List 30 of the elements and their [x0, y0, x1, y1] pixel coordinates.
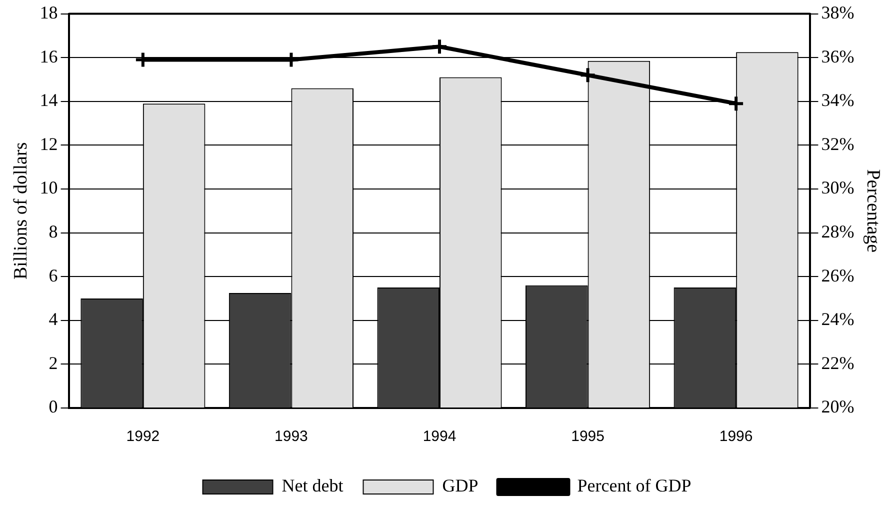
y2-tick-label: 34%: [821, 90, 854, 110]
legend-label: GDP: [442, 476, 478, 496]
x-tick-label: 1995: [571, 428, 604, 446]
y2-tick-label: 36%: [821, 46, 854, 66]
y-tick-label: 6: [48, 265, 58, 286]
y-tick-label: 0: [48, 396, 58, 417]
y-tick-label: 18: [40, 2, 58, 23]
x-tick-label: 1992: [126, 428, 160, 446]
y2-tick-label: 26%: [821, 265, 854, 286]
legend-label: Percent of GDP: [577, 476, 692, 496]
y-tick-label: 8: [48, 222, 58, 242]
x-tick-label: 1996: [719, 428, 753, 446]
y2-tick-label: 30%: [821, 178, 854, 198]
y-tick-label: 10: [40, 178, 58, 198]
y2-tick-label: 24%: [821, 309, 854, 330]
y-tick-label: 16: [40, 46, 58, 66]
y-tick-label: 12: [40, 134, 58, 154]
legend-label: Net debt: [282, 476, 344, 496]
y2-axis-title: Percentage: [862, 169, 884, 253]
x-tick-label: 1994: [422, 428, 456, 446]
y-tick-label: 2: [48, 352, 58, 373]
y-axis-title: Billions of dollars: [10, 142, 32, 280]
y2-tick-label: 20%: [821, 396, 854, 417]
y2-tick-label: 28%: [821, 222, 854, 242]
y2-tick-label: 22%: [821, 352, 854, 373]
x-tick-label: 1993: [274, 428, 308, 446]
y2-tick-label: 38%: [821, 2, 854, 23]
y2-tick-label: 32%: [821, 134, 854, 154]
y-tick-label: 14: [40, 90, 58, 110]
y-tick-label: 4: [48, 309, 58, 330]
